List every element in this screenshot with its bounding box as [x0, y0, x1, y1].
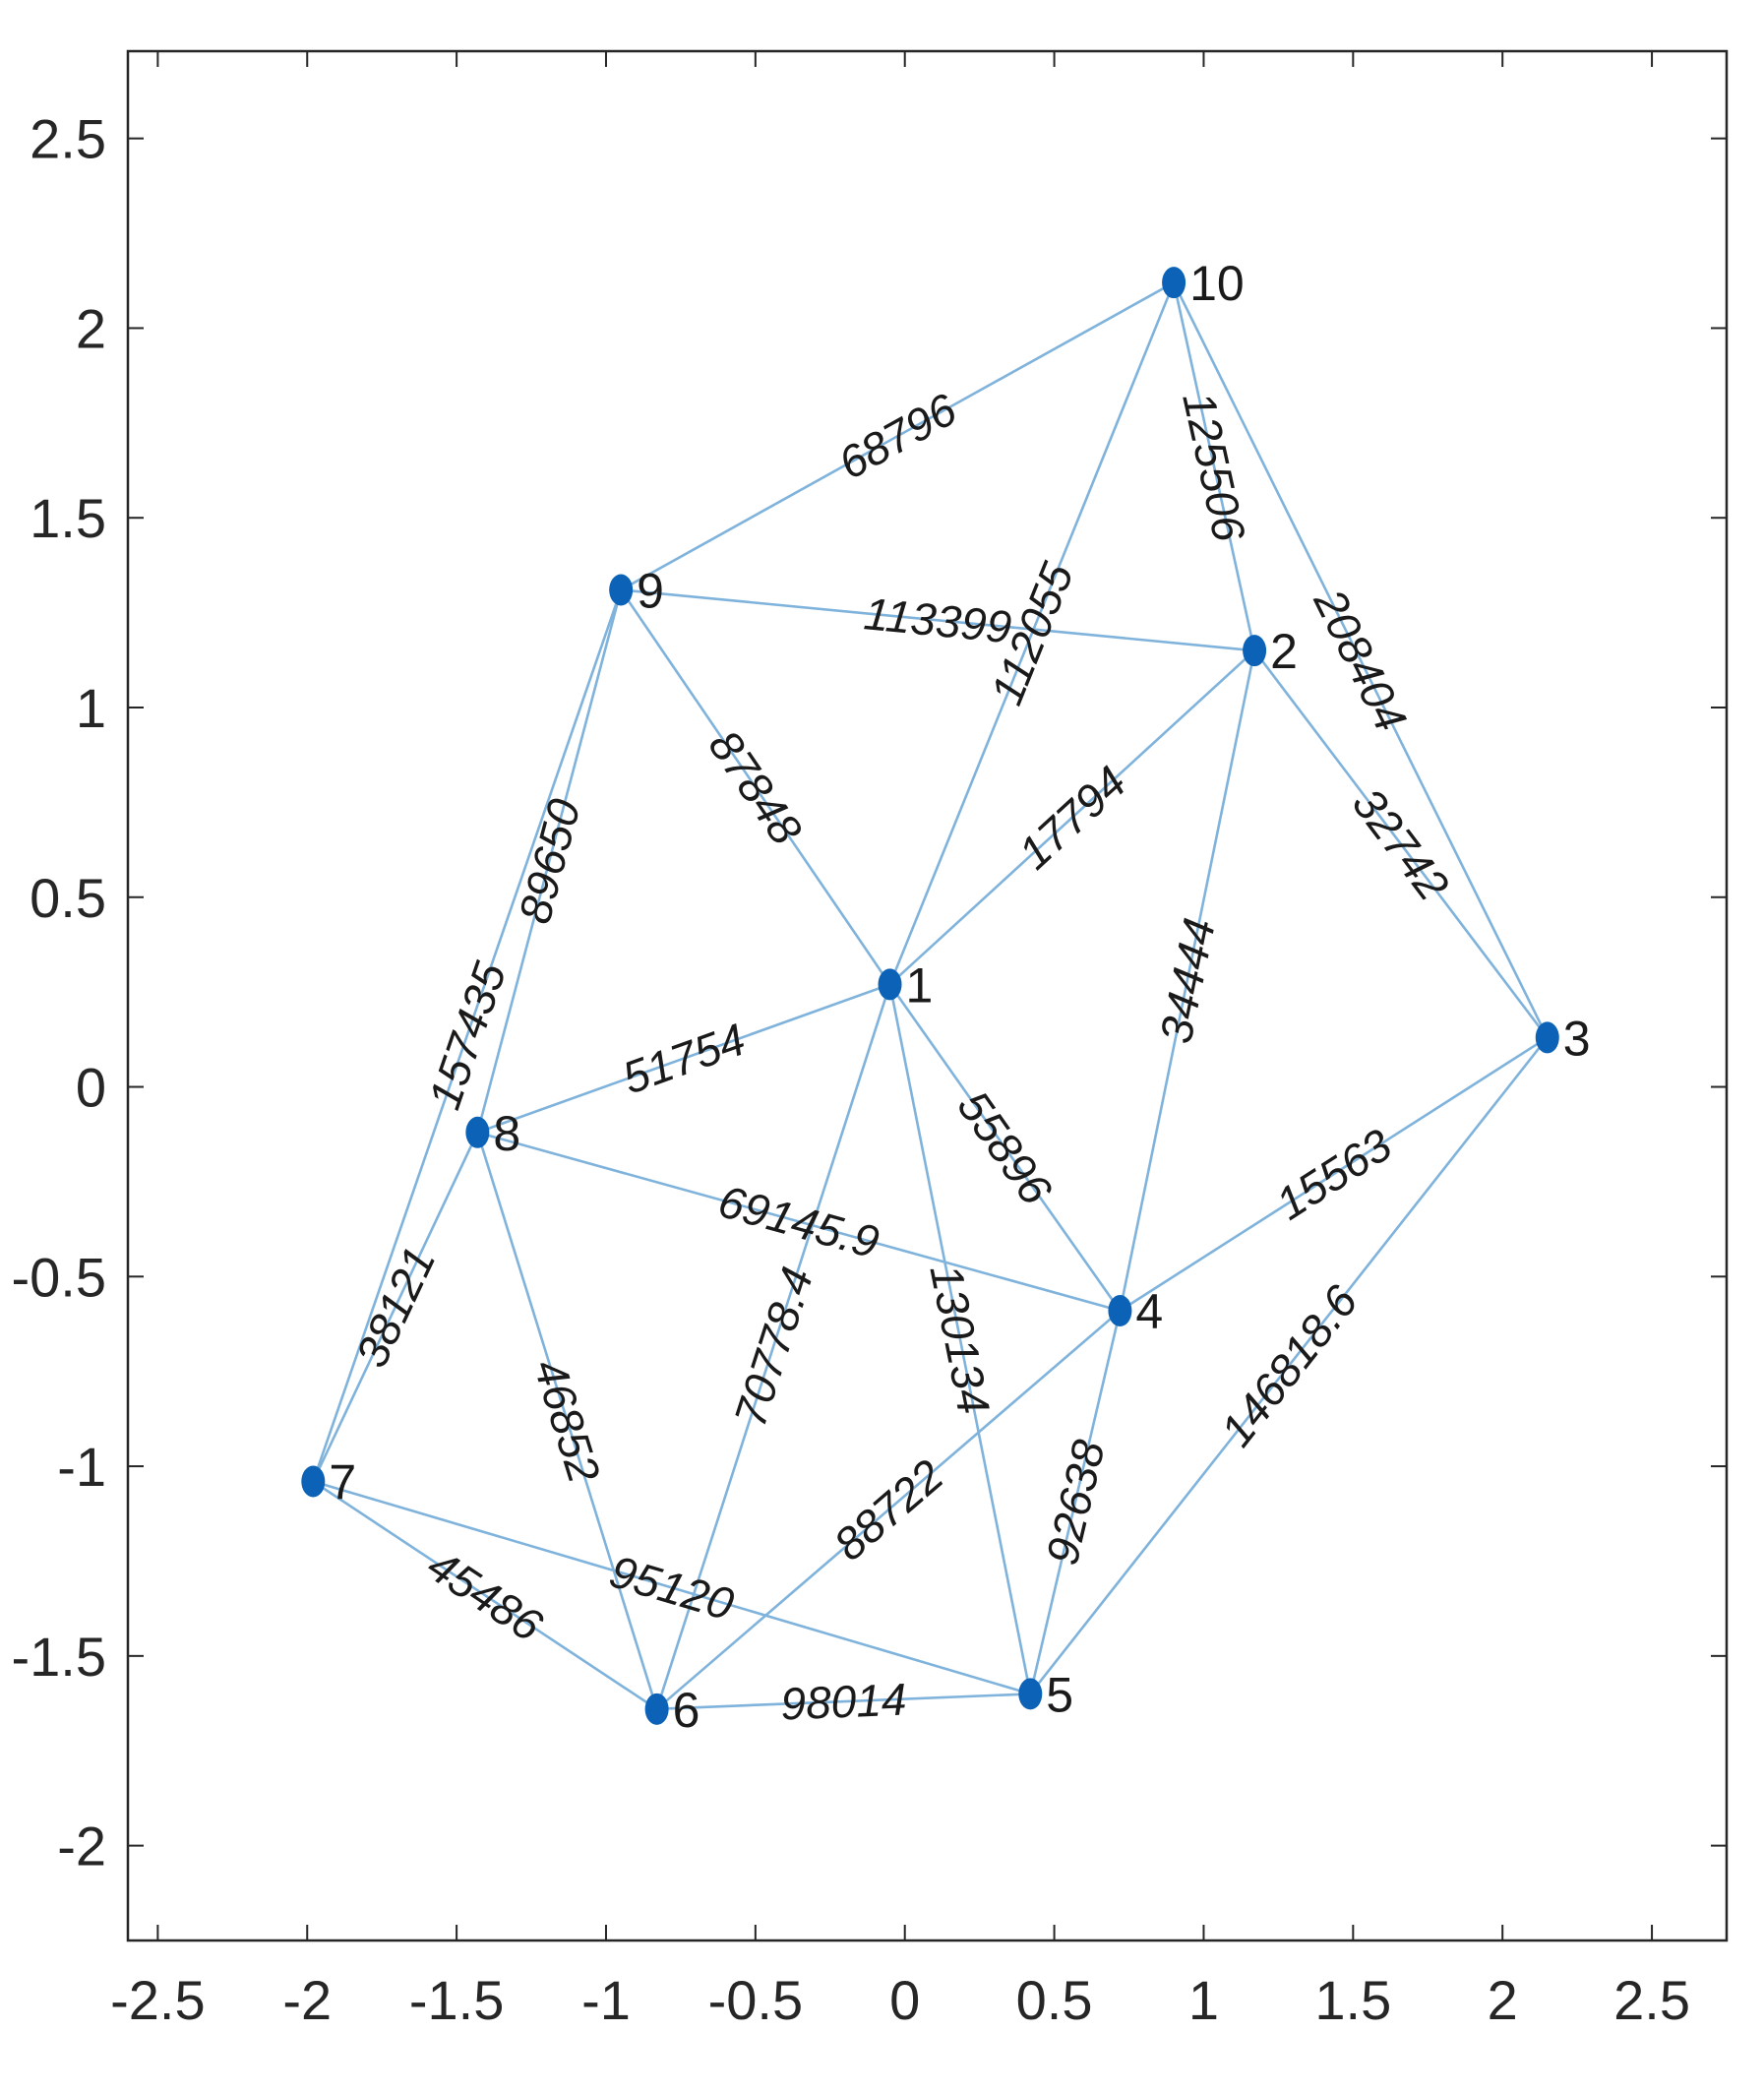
edge-7-6 [312, 1480, 658, 1710]
edge-10-2 [1172, 281, 1256, 651]
node-2 [1243, 635, 1267, 667]
x-tick-label: 0.5 [1016, 1969, 1093, 2031]
x-tick-label: -1 [581, 1969, 631, 2031]
edge-1-8 [476, 983, 890, 1135]
x-tick-label: 0 [889, 1969, 920, 2031]
node-10 [1162, 267, 1186, 299]
edge-1-5 [888, 984, 1032, 1694]
node-label: 5 [1046, 1667, 1073, 1722]
y-tick-label: 1 [76, 677, 106, 739]
node-9 [609, 574, 634, 606]
edge-2-1 [888, 649, 1255, 986]
node-label: 7 [329, 1454, 356, 1509]
node-label: 2 [1270, 624, 1298, 679]
edge-1-6 [655, 984, 891, 1710]
node-label: 3 [1563, 1011, 1591, 1066]
node-label: 1 [906, 957, 934, 1013]
edge-8-6 [476, 1132, 658, 1710]
edge-10-1 [888, 281, 1176, 985]
edge-4-5 [1029, 1310, 1122, 1694]
x-tick-label: 1.5 [1314, 1969, 1391, 2031]
node-3 [1535, 1021, 1559, 1054]
y-tick-label: 1.5 [30, 487, 106, 549]
y-tick-label: 0.5 [30, 867, 106, 929]
node-label: 8 [493, 1106, 520, 1161]
edge-2-4 [1119, 649, 1256, 1312]
node-label: 4 [1135, 1284, 1163, 1339]
y-tick-label: -0.5 [12, 1246, 107, 1308]
graph-nodes [301, 267, 1559, 1725]
edge-4-6 [655, 1310, 1122, 1710]
node-5 [1018, 1678, 1043, 1710]
y-tick-label: 0 [76, 1057, 106, 1119]
edge-9-8 [476, 589, 623, 1134]
y-tick-label: -1.5 [12, 1626, 107, 1688]
x-tick-label: 2 [1488, 1969, 1518, 2031]
edge-2-3 [1253, 649, 1549, 1039]
edge-3-5 [1029, 1036, 1549, 1695]
edge-9-1 [620, 588, 891, 986]
edge-1-4 [888, 983, 1122, 1312]
edge-3-4 [1119, 1036, 1549, 1313]
edge-9-10 [620, 281, 1175, 591]
node-6 [644, 1693, 669, 1725]
node-label: 10 [1189, 256, 1245, 311]
axis-tick-labels: -2.5 -2 -1.5 -1 -0.5 0 0.5 1 1.5 2 2.5 -2 -1.5 -1 -0.5… [12, 108, 1690, 2031]
x-tick-label: -2 [282, 1969, 332, 2031]
edge-6-5 [656, 1693, 1031, 1711]
x-tick-label: 1 [1188, 1969, 1219, 2031]
x-tick-label: 2.5 [1613, 1969, 1690, 2031]
x-tick-label: -0.5 [708, 1969, 804, 2031]
node-4 [1108, 1295, 1132, 1326]
graph-edges [312, 281, 1549, 1711]
y-tick-label: -1 [57, 1436, 106, 1498]
y-tick-label: 2.5 [30, 108, 106, 170]
edge-10-3 [1172, 281, 1549, 1038]
node-7 [301, 1465, 326, 1498]
y-tick-label: 2 [76, 297, 106, 359]
node-labels: 1 2 3 4 5 6 7 8 9 10 [329, 256, 1590, 1738]
edge-7-5 [312, 1480, 1031, 1695]
node-8 [465, 1116, 490, 1148]
x-tick-label: -1.5 [409, 1969, 505, 2031]
node-label: 9 [637, 563, 664, 618]
axis-ticks [128, 51, 1727, 1940]
edge-9-7 [312, 589, 623, 1482]
edge-8-7 [312, 1132, 479, 1483]
edge-weight-label: 98014 [780, 1674, 908, 1730]
x-tick-label: -2.5 [110, 1969, 206, 2031]
y-tick-label: -2 [57, 1816, 106, 1878]
edge-8-4 [477, 1131, 1121, 1313]
plot-frame [126, 49, 1729, 1942]
node-1 [878, 968, 902, 1001]
edge-9-2 [621, 588, 1255, 652]
node-label: 6 [673, 1683, 700, 1738]
